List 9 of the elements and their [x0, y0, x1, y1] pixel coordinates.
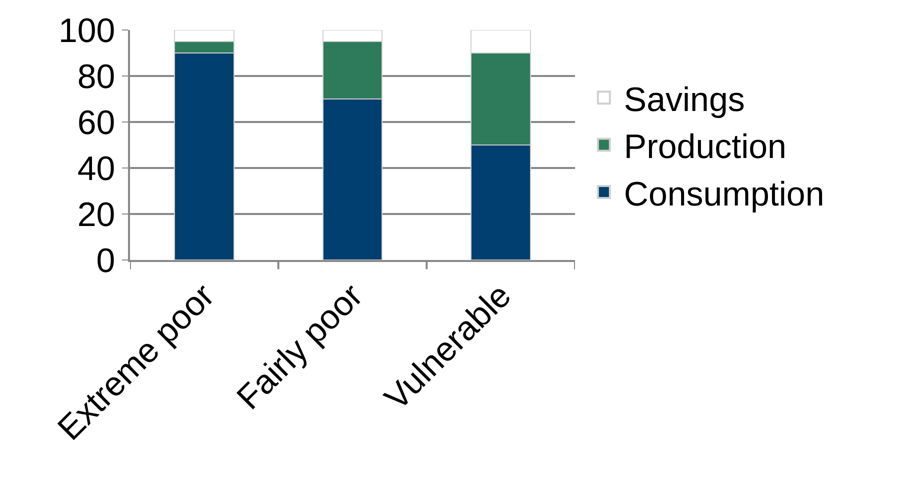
y-tick-label: 0: [96, 242, 116, 280]
y-tick-label: 40: [77, 150, 116, 188]
y-tick-label: 100: [58, 12, 116, 50]
legend-label: Savings: [624, 80, 745, 119]
legend-label: Consumption: [624, 175, 824, 214]
legend-label: Production: [624, 128, 786, 166]
y-tick-label: 20: [77, 196, 116, 234]
y-tick-label: 60: [77, 104, 116, 142]
y-tick-label: 80: [77, 58, 116, 96]
